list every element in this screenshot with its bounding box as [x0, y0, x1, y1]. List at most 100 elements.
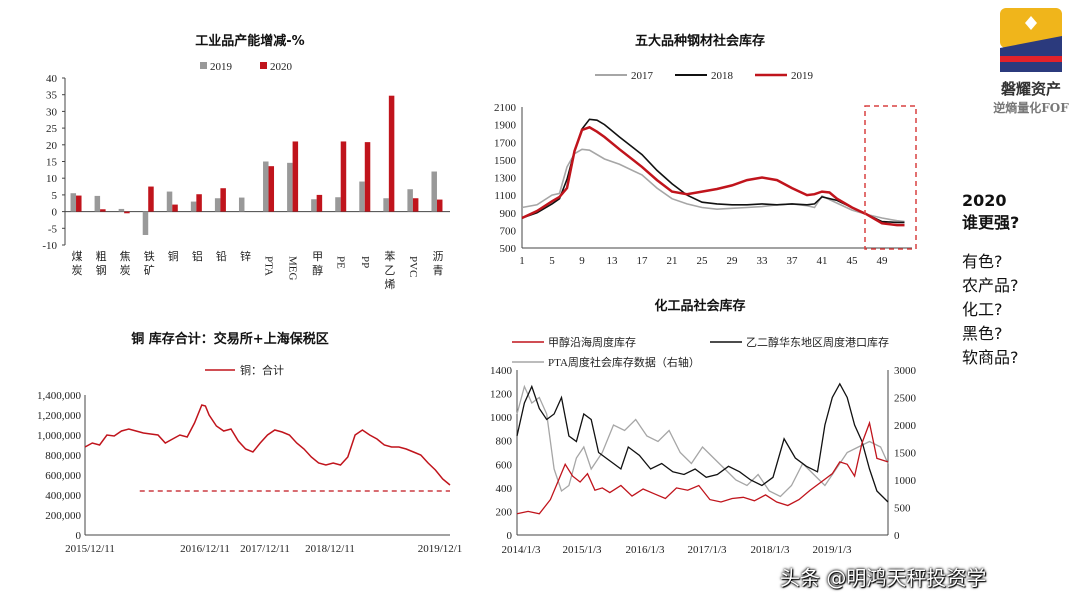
chart2-legend-label: 2019	[791, 70, 814, 82]
chart1-bar	[100, 209, 106, 212]
chart3-x-tick: 2016/12/11	[180, 543, 230, 555]
chart3-x-tick: 2017/12/11	[240, 543, 290, 555]
chart1-bar	[124, 211, 130, 214]
chart4-y-tick-right: 1000	[894, 475, 917, 487]
chart1-bar	[407, 189, 413, 212]
chart1-legend-swatch	[200, 62, 207, 69]
chart2-x-tick: 17	[637, 255, 649, 267]
chart3-y-tick: 1,200,000	[37, 410, 82, 422]
chart1-x-tick: 苯乙烯	[384, 249, 395, 291]
chart2-y-tick: 1100	[494, 190, 516, 202]
logo-emblem-icon	[1000, 8, 1062, 72]
chart1-legend-label: 2020	[270, 61, 293, 73]
chart4-y-tick-right: 500	[894, 503, 911, 515]
chart1-x-tick: 煤炭	[72, 250, 83, 277]
side-item: 农产品?	[962, 276, 1019, 295]
chart1-x-tick: 粗钢	[96, 250, 107, 277]
chart1-bar	[311, 199, 317, 212]
chart4-legend-label: 乙二醇华东地区周度港口库存	[746, 335, 889, 349]
chart2-x-tick: 21	[667, 255, 678, 267]
logo-subtitle: 逆熵量化FOF	[993, 101, 1069, 115]
chart4-legend-label: 甲醇沿海周度库存	[548, 335, 636, 349]
chart2-highlight-box	[864, 105, 917, 250]
chart4-series-line	[516, 382, 889, 503]
chart1-bar	[412, 198, 419, 212]
chart1-bar	[118, 208, 125, 212]
side-heading-year: 2020	[962, 191, 1007, 210]
chart4-y-tick-right: 3000	[894, 365, 917, 377]
chart4-x-tick: 2019/1/3	[812, 544, 852, 556]
chart4-y-tick-left: 1200	[490, 389, 513, 401]
chart1-x-tick: 铁矿	[144, 250, 155, 277]
chart1-bar	[316, 194, 323, 212]
chart2-y-tick: 900	[500, 208, 517, 220]
watermark: 头条 @明鸿天秤投资学	[780, 566, 987, 590]
chart4-x-tick: 2018/1/3	[750, 544, 790, 556]
chart3-x-tick: 2015/12/11	[65, 543, 115, 555]
chart4-y-tick-right: 0	[894, 530, 900, 542]
chart3-y-tick: 0	[76, 530, 82, 542]
chart1-bar	[335, 197, 341, 212]
side-heading-question: 谁更强?	[962, 213, 1020, 232]
chart1-x-tick: 甲醇	[312, 251, 323, 277]
chart1-y-tick: 30	[46, 106, 58, 118]
chart4-y-tick-left: 200	[496, 506, 513, 518]
chart1-bar	[292, 141, 299, 212]
chart1-bar	[142, 211, 149, 235]
chart1-x-tick: 沥青	[432, 250, 443, 277]
chart1-title: 工业品产能增减-%	[195, 33, 304, 49]
chart1-bar	[70, 193, 77, 212]
chart1-y-tick: 35	[46, 90, 58, 102]
chart2-x-tick: 49	[877, 255, 889, 267]
chart1-bar	[94, 195, 101, 212]
side-item: 软商品?	[962, 348, 1019, 367]
chart3-series-line	[84, 404, 451, 486]
chart2-x-tick: 9	[579, 255, 585, 267]
chart1-bar	[238, 197, 245, 212]
chart3-x-tick: 2019/12/1	[418, 543, 463, 555]
chart1-bar	[268, 166, 275, 212]
chart3-y-tick: 600,000	[45, 470, 81, 482]
chart1-bar	[148, 186, 154, 212]
chart1-x-tick: MEG	[287, 256, 299, 281]
chart2-legend-label: 2017	[631, 70, 654, 82]
chart1-x-tick: PVC	[407, 256, 419, 277]
chart2-y-tick: 1700	[494, 137, 517, 149]
chart4-x-tick: 2017/1/3	[687, 544, 727, 556]
chart3-y-tick: 1,000,000	[37, 430, 82, 442]
chart2-y-tick: 700	[500, 225, 517, 237]
chart2-x-tick: 33	[757, 255, 769, 267]
chart1-bar	[359, 181, 365, 212]
chart3-x-tick: 2018/12/11	[305, 543, 355, 555]
chart1-x-tick: PP	[359, 256, 371, 268]
chart1-y-tick: 25	[46, 123, 58, 135]
chart3-y-tick: 200,000	[45, 510, 81, 522]
chart4-y-tick-left: 600	[496, 459, 513, 471]
side-item: 黑色?	[962, 324, 1003, 343]
chart2-x-tick: 1	[519, 255, 525, 267]
chart1-bar	[214, 198, 221, 212]
chart2-legend-label: 2018	[711, 70, 734, 82]
chart1-x-tick: 铝	[192, 249, 203, 263]
side-item: 有色?	[962, 252, 1003, 271]
chart2-y-tick: 1900	[494, 120, 517, 132]
chart1-bar	[340, 141, 347, 212]
chart1-bar	[431, 171, 437, 212]
chart1-bar	[76, 195, 82, 212]
chart4-y-tick-left: 400	[496, 483, 513, 495]
company-logo: 磐耀资产 逆熵量化FOF	[985, 6, 1077, 126]
chart1-y-tick: 0	[52, 207, 58, 219]
chart1-x-tick: PE	[335, 256, 347, 269]
chart3-title: 铜 库存合计：交易所+上海保税区	[130, 331, 328, 347]
chart1-x-tick: 铜	[168, 249, 179, 263]
chart2-x-tick: 41	[817, 255, 828, 267]
chart3-y-tick: 800,000	[45, 450, 81, 462]
chart1-bar	[190, 201, 197, 212]
chart1-y-tick: -5	[48, 223, 58, 235]
chart1-bar	[172, 204, 178, 212]
chart2-y-tick: 1300	[494, 173, 517, 185]
chart2-x-tick: 5	[549, 255, 555, 267]
chart4-title: 化工品社会库存	[654, 298, 745, 314]
chart2-y-tick: 500	[500, 243, 517, 255]
